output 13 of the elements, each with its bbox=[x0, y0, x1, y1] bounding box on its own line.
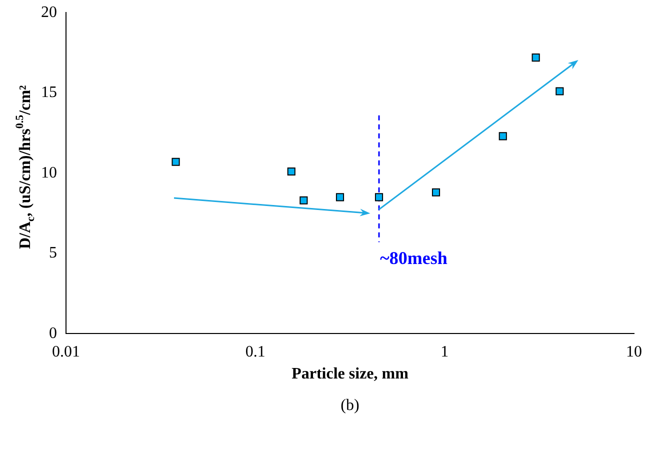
x-tick-label: 0.1 bbox=[245, 343, 266, 360]
text: (b) bbox=[340, 397, 360, 414]
y-tick-label: 0 bbox=[49, 324, 57, 342]
x-tick-label: 10 bbox=[626, 343, 642, 360]
x-tick-label: 0.01 bbox=[52, 343, 80, 360]
y-tick-label: 20 bbox=[41, 4, 57, 21]
x-tick-label: 1 bbox=[440, 343, 449, 360]
annotation: ~80mesh bbox=[380, 248, 448, 268]
y-axis-title: D/Ac, (uS/cm)/hrs0.5/cm² bbox=[14, 84, 37, 250]
y-tick-label: 15 bbox=[41, 84, 57, 102]
y-tick-label: 5 bbox=[49, 244, 57, 262]
x-axis-title: Particle size, mm bbox=[292, 366, 410, 383]
y-tick-label: 10 bbox=[41, 164, 57, 182]
